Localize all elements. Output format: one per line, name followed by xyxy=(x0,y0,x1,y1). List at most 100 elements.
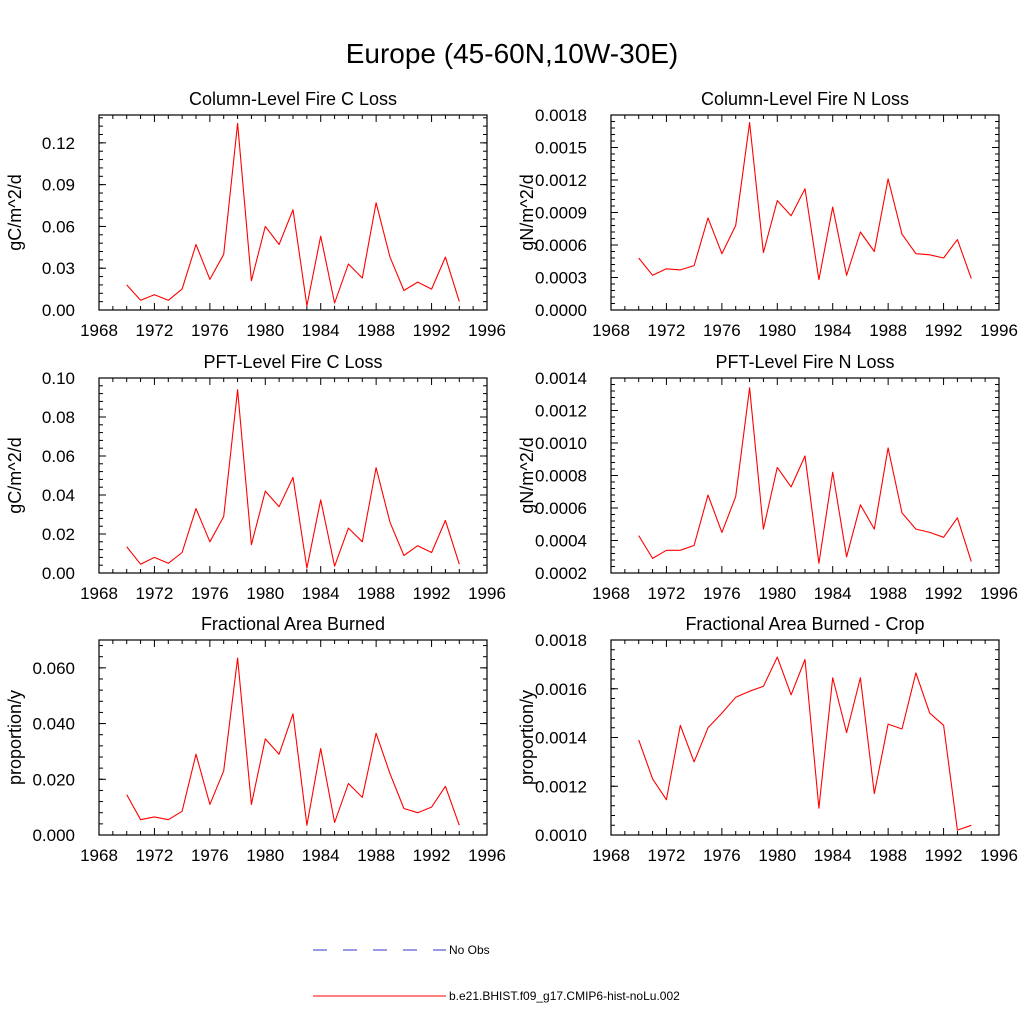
panel-title: Fractional Area Burned xyxy=(201,614,385,634)
y-axis-label: proportion/y xyxy=(5,690,25,785)
x-tick-label: 1972 xyxy=(136,846,174,865)
panel-title: Column-Level Fire C Loss xyxy=(189,89,397,109)
y-tick-label: 0.0000 xyxy=(535,301,587,320)
y-tick-label: 0.06 xyxy=(42,447,75,466)
series-line xyxy=(126,122,460,307)
x-tick-label: 1992 xyxy=(413,321,451,340)
y-tick-label: 0.0010 xyxy=(535,826,587,845)
x-tick-label: 1992 xyxy=(925,321,963,340)
series-line xyxy=(638,387,972,564)
y-tick-label: 0.00 xyxy=(42,301,75,320)
x-tick-label: 1984 xyxy=(814,584,852,603)
series-line xyxy=(638,122,972,281)
panel-5: Fractional Area Burned proportion/y 1968 19… xyxy=(5,614,506,865)
x-tick-label: 1996 xyxy=(980,846,1018,865)
x-tick-label: 1972 xyxy=(136,584,174,603)
y-tick-label: 0.0018 xyxy=(535,106,587,125)
y-tick-label: 0.08 xyxy=(42,408,75,427)
y-tick-label: 0.0012 xyxy=(535,171,587,190)
x-tick-label: 1980 xyxy=(246,846,284,865)
y-axis-label: gN/m^2/d xyxy=(517,437,537,513)
x-tick-label: 1980 xyxy=(758,321,796,340)
x-tick-label: 1968 xyxy=(592,584,630,603)
x-tick-label: 1996 xyxy=(980,321,1018,340)
y-tick-label: 0.10 xyxy=(42,369,75,388)
x-tick-label: 1972 xyxy=(136,321,174,340)
x-tick-label: 1988 xyxy=(869,846,907,865)
x-tick-label: 1968 xyxy=(592,321,630,340)
x-tick-label: 1984 xyxy=(814,321,852,340)
panel-title: PFT-Level Fire N Loss xyxy=(715,352,894,372)
plot-frame xyxy=(610,639,1000,836)
series-line xyxy=(126,389,460,569)
y-tick-label: 0.020 xyxy=(32,770,75,789)
plot-frame xyxy=(98,639,488,836)
y-tick-label: 0.06 xyxy=(42,217,75,236)
x-tick-label: 1988 xyxy=(357,584,395,603)
x-tick-label: 1984 xyxy=(302,846,340,865)
x-tick-label: 1996 xyxy=(468,321,506,340)
y-tick-label: 0.0012 xyxy=(535,402,587,421)
y-tick-label: 0.02 xyxy=(42,525,75,544)
figure-title: Europe (45-60N,10W-30E) xyxy=(345,38,679,69)
y-tick-label: 0.00 xyxy=(42,564,75,583)
x-tick-label: 1972 xyxy=(648,846,686,865)
x-tick-label: 1984 xyxy=(302,321,340,340)
y-tick-label: 0.0018 xyxy=(535,631,587,650)
x-tick-label: 1992 xyxy=(925,584,963,603)
x-tick-label: 1980 xyxy=(246,321,284,340)
x-tick-label: 1980 xyxy=(758,584,796,603)
x-tick-label: 1984 xyxy=(814,846,852,865)
x-tick-label: 1976 xyxy=(191,846,229,865)
x-tick-label: 1980 xyxy=(758,846,796,865)
x-tick-label: 1988 xyxy=(869,321,907,340)
panel-title: PFT-Level Fire C Loss xyxy=(203,352,382,372)
x-tick-label: 1992 xyxy=(413,584,451,603)
y-tick-label: 0.12 xyxy=(42,134,75,153)
x-tick-label: 1996 xyxy=(468,846,506,865)
y-tick-label: 0.0010 xyxy=(535,434,587,453)
panel-6: Fractional Area Burned - Crop proportion/… xyxy=(517,614,1018,865)
x-tick-label: 1988 xyxy=(869,584,907,603)
panel-3: PFT-Level Fire C Loss gC/m^2/d 1968 1972 197… xyxy=(5,352,506,603)
plot-frame xyxy=(610,377,1000,574)
y-tick-label: 0.03 xyxy=(42,259,75,278)
y-axis-label: gC/m^2/d xyxy=(5,437,25,513)
y-tick-label: 0.0002 xyxy=(535,564,587,583)
legend: No Obs b.e21.BHIST.f09_g17.CMIP6-hist-noL… xyxy=(313,943,680,1003)
plot-frame xyxy=(98,377,488,574)
x-tick-label: 1972 xyxy=(648,584,686,603)
x-tick-label: 1992 xyxy=(925,846,963,865)
y-axis-label: gN/m^2/d xyxy=(517,174,537,250)
y-tick-label: 0.0016 xyxy=(535,680,587,699)
x-tick-label: 1996 xyxy=(468,584,506,603)
y-tick-label: 0.0006 xyxy=(535,236,587,255)
x-tick-label: 1968 xyxy=(80,846,118,865)
legend-label-2: b.e21.BHIST.f09_g17.CMIP6-hist-noLu.002 xyxy=(449,989,680,1003)
panel-title: Fractional Area Burned - Crop xyxy=(685,614,924,634)
x-tick-label: 1968 xyxy=(592,846,630,865)
y-tick-label: 0.0014 xyxy=(535,729,587,748)
y-tick-label: 0.060 xyxy=(32,659,75,678)
x-tick-label: 1972 xyxy=(648,321,686,340)
x-tick-label: 1984 xyxy=(302,584,340,603)
panel-title: Column-Level Fire N Loss xyxy=(701,89,909,109)
x-tick-label: 1992 xyxy=(413,846,451,865)
y-axis-label: proportion/y xyxy=(517,690,537,785)
plot-frame xyxy=(610,114,1000,311)
y-tick-label: 0.0006 xyxy=(535,499,587,518)
series-line xyxy=(126,657,460,826)
x-tick-label: 1988 xyxy=(357,321,395,340)
y-tick-label: 0.040 xyxy=(32,715,75,734)
y-tick-label: 0.0003 xyxy=(535,269,587,288)
y-axis-label: gC/m^2/d xyxy=(5,174,25,250)
panel-4: PFT-Level Fire N Loss gN/m^2/d 1968 1972 197… xyxy=(517,352,1018,603)
x-tick-label: 1976 xyxy=(703,321,741,340)
panel-1: Column-Level Fire C Loss gC/m^2/d 1968 1972… xyxy=(5,89,506,340)
y-tick-label: 0.0004 xyxy=(535,532,587,551)
x-tick-label: 1988 xyxy=(357,846,395,865)
y-tick-label: 0.0015 xyxy=(535,139,587,158)
x-tick-label: 1996 xyxy=(980,584,1018,603)
y-tick-label: 0.0008 xyxy=(535,467,587,486)
